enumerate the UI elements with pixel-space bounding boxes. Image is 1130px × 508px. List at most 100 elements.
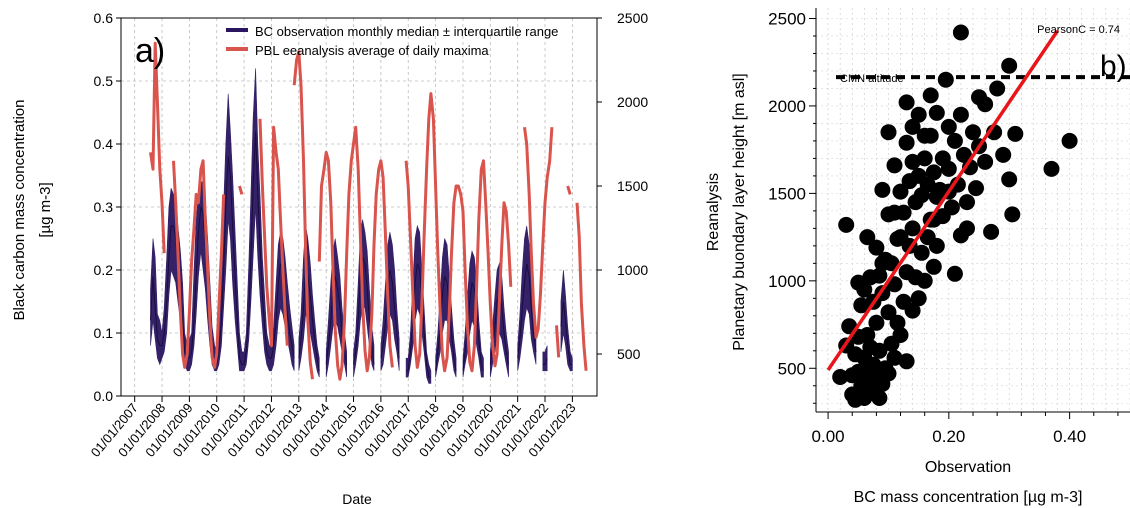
scatter-point bbox=[1043, 160, 1060, 177]
scatter-point bbox=[898, 134, 915, 151]
panel-b-fit-line bbox=[826, 29, 1059, 372]
scatter-point bbox=[928, 104, 945, 121]
pbl-line-segment bbox=[404, 92, 513, 373]
scatter-point bbox=[925, 211, 942, 228]
panel-a-y-right-ticks: 500 1000 1500 2000 2500 bbox=[597, 10, 648, 362]
pbl-line-segment bbox=[555, 325, 561, 358]
scatter-point bbox=[952, 106, 969, 123]
scatter-point bbox=[880, 365, 897, 382]
panel-b-ytick-label: 500 bbox=[778, 359, 806, 378]
panel-b-grid bbox=[816, 8, 1130, 412]
panel-a-ytick-left-label: 0.0 bbox=[94, 388, 114, 404]
scatter-point bbox=[959, 194, 975, 211]
panel-a-ylabel-unit: [µg m-3] bbox=[37, 182, 54, 237]
bc-median-line bbox=[150, 131, 295, 365]
panel-b-label: b) bbox=[1100, 50, 1127, 83]
scatter-point bbox=[995, 146, 1012, 163]
pbl-line-segment bbox=[149, 41, 166, 254]
pbl-line-segment bbox=[575, 202, 588, 371]
scatter-point bbox=[913, 244, 930, 261]
panel-a-pbl-series bbox=[149, 41, 588, 381]
panel-b-y-ticks: 500 1000 1500 2000 2500 bbox=[768, 9, 816, 404]
scatter-point bbox=[925, 258, 942, 275]
scatter-point bbox=[937, 71, 954, 88]
panel-a-ytick-right-label: 2000 bbox=[617, 94, 648, 110]
scatter-point bbox=[886, 157, 903, 174]
panel-a-ytick-left-label: 0.4 bbox=[94, 136, 114, 152]
panel-a-ytick-right-label: 2500 bbox=[617, 10, 648, 26]
scatter-point bbox=[919, 176, 936, 193]
panel-a-ytick-left-label: 0.3 bbox=[94, 199, 114, 215]
scatter-point bbox=[983, 223, 1000, 240]
bc-median-line bbox=[380, 269, 400, 359]
scatter-point bbox=[952, 24, 969, 41]
panel-a-y-axis-unit: [µg m-3] bbox=[37, 182, 54, 237]
scatter-point bbox=[1007, 125, 1024, 142]
scatter-point bbox=[904, 153, 921, 170]
scatter-point bbox=[928, 237, 945, 254]
scatter-point bbox=[965, 124, 981, 141]
scatter-point bbox=[874, 255, 891, 272]
panel-a-ytick-right-label: 500 bbox=[617, 346, 641, 362]
scatter-point bbox=[868, 314, 885, 331]
panel-b-pearson-annotation: PearsonC = 0.74 bbox=[1037, 24, 1120, 36]
panel-b-xtick-label: 0.00 bbox=[812, 427, 845, 446]
panel-b-x-ticks: 0.00 0.20 0.40 bbox=[812, 412, 1119, 446]
legend-pbl-label: PBL eeanalysis average of daily maxima bbox=[255, 43, 489, 58]
panel-a-legend: BC observation monthly median ± interqua… bbox=[226, 24, 558, 58]
scatter-point bbox=[874, 181, 891, 198]
bc-median-line bbox=[406, 263, 431, 378]
pbl-line-segment bbox=[523, 127, 554, 339]
scatter-point bbox=[892, 183, 909, 200]
scatter-point bbox=[916, 127, 933, 144]
scatter-point bbox=[940, 118, 957, 135]
panel-b-ytick-label: 1000 bbox=[768, 272, 806, 291]
scatter-point bbox=[904, 118, 921, 135]
panel-a-x-ticks: 01/01/200701/01/200801/01/200901/01/2010… bbox=[88, 396, 579, 460]
panel-b-xlabel-line1: Observation bbox=[925, 459, 1011, 476]
scatter-point bbox=[871, 342, 888, 359]
scatter-point bbox=[898, 353, 915, 370]
scatter-point bbox=[856, 281, 873, 298]
panel-a-ytick-right-label: 1500 bbox=[617, 178, 648, 194]
panel-b-y-axis-title: Reanalysis bbox=[705, 173, 722, 251]
scatter-point bbox=[859, 229, 876, 246]
scatter-point bbox=[904, 220, 921, 237]
pbl-line-segment bbox=[566, 185, 572, 195]
panel-b-ylabel-line2: Planetary buondary layer height [m asl] bbox=[731, 73, 748, 350]
panel-a-label: a) bbox=[135, 32, 165, 70]
bc-median-line bbox=[435, 276, 457, 371]
scatter-point bbox=[880, 124, 897, 141]
bc-iqr-band bbox=[380, 232, 400, 371]
bc-median-line bbox=[542, 358, 548, 365]
scatter-point bbox=[832, 369, 849, 385]
panel-a-y-left-ticks: 0.0 0.1 0.2 0.3 0.4 0.5 0.6 bbox=[94, 10, 121, 404]
scatter-point bbox=[910, 290, 927, 307]
panel-b-y-axis-title-2: Planetary buondary layer height [m asl] bbox=[731, 73, 748, 350]
scatter-point bbox=[989, 80, 1006, 97]
bc-median-line bbox=[462, 282, 484, 371]
scatter-point bbox=[898, 94, 915, 111]
panel-b-cmn-label: CMN altitude bbox=[840, 73, 904, 85]
panel-a-ylabel: Black carbon mass concentration bbox=[11, 100, 28, 321]
regression-line bbox=[826, 29, 1059, 372]
pbl-line-segment bbox=[292, 50, 314, 380]
scatter-point bbox=[1004, 206, 1021, 223]
scatter-point bbox=[1001, 57, 1018, 74]
bc-iqr-band bbox=[560, 269, 573, 372]
scatter-point bbox=[904, 302, 921, 319]
scatter-point bbox=[892, 229, 909, 246]
panel-a-y-axis-title: Black carbon mass concentration bbox=[11, 100, 28, 321]
scatter-point bbox=[886, 349, 903, 366]
scatter-point bbox=[871, 267, 888, 284]
panel-a-ytick-left-label: 0.2 bbox=[94, 262, 114, 278]
scatter-point bbox=[922, 87, 939, 104]
panel-a-ytick-left-label: 0.5 bbox=[94, 73, 114, 89]
scatter-point bbox=[916, 150, 933, 167]
scatter-point bbox=[889, 314, 906, 331]
bc-median-line bbox=[517, 263, 537, 359]
pbl-line-segment bbox=[238, 185, 244, 195]
scatter-point bbox=[892, 327, 909, 343]
scatter-point bbox=[977, 96, 994, 113]
